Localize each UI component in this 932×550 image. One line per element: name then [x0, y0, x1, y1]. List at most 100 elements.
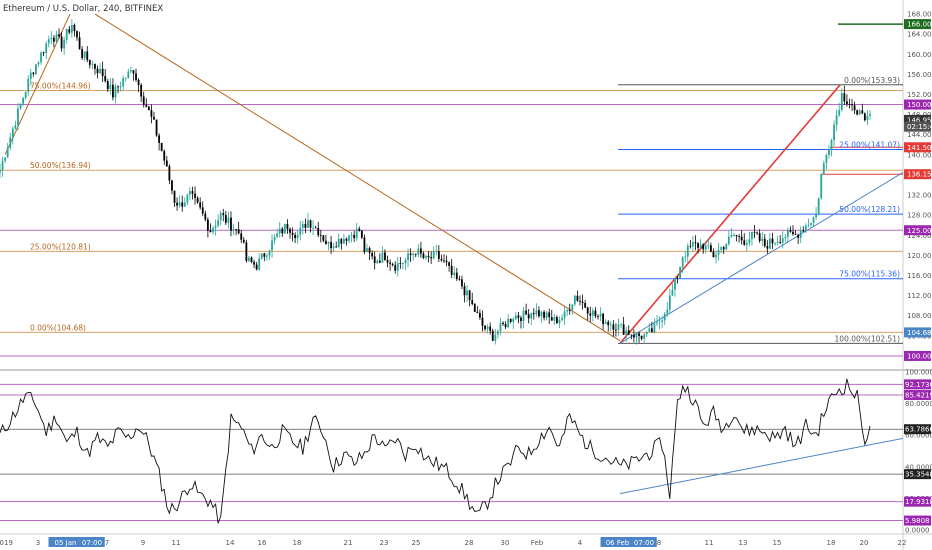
trend-line[interactable]: [94, 13, 621, 342]
candle-body: [692, 242, 694, 247]
fib-trend-line[interactable]: [619, 84, 841, 344]
candle-body: [232, 229, 235, 231]
candle-body: [853, 105, 856, 111]
candle-body: [840, 93, 843, 111]
candle-body: [6, 147, 9, 158]
candle-body: [227, 217, 230, 223]
candle-body: [399, 263, 402, 264]
candle-body: [430, 257, 433, 259]
candle-body: [833, 124, 835, 141]
time-label: 3: [36, 539, 40, 547]
price-tick-label: 112.00: [907, 292, 932, 300]
rsi-tick-label: 60.0000: [905, 432, 932, 440]
candle-body: [656, 322, 658, 324]
candle-body: [815, 214, 818, 218]
candle-body: [317, 227, 320, 236]
fib-retracement-left[interactable]: 75.00%(144.96) 50.00%(136.94) 25.00%(120.8…: [0, 81, 903, 333]
candle-body: [304, 223, 307, 228]
candle-body: [851, 104, 853, 106]
candle-body: [35, 64, 37, 75]
fib-retracement-right[interactable]: 0.00%(153.93) 25.00%(141.07) 50.00%(128.21…: [618, 76, 903, 344]
candle-body: [638, 333, 640, 336]
time-label: 11: [172, 539, 181, 547]
candle-body: [404, 259, 407, 264]
candle-body: [224, 215, 227, 223]
candle-body: [201, 207, 204, 214]
candle-body: [299, 227, 302, 235]
candle-body: [828, 149, 830, 155]
candle-body: [414, 253, 417, 255]
candle-body: [163, 151, 166, 161]
time-axis[interactable]: 2019305 Jan '1907:0079111416182123252830…: [0, 537, 906, 547]
candle-body: [378, 260, 381, 263]
candle-body: [686, 245, 689, 257]
price-axis[interactable]: 168.00164.00160.00156.00152.00148.00144.…: [907, 11, 932, 361]
candle-body: [440, 258, 443, 261]
candle-body: [114, 86, 117, 98]
candle-body: [76, 31, 78, 38]
candle-body: [135, 73, 137, 80]
candle-body: [427, 255, 430, 258]
candle-body: [37, 62, 40, 65]
candle-body: [250, 257, 253, 262]
fib-level-label: 0.00%(104.68): [30, 323, 86, 332]
candle-body: [191, 191, 194, 194]
rsi-pane[interactable]: [0, 372, 903, 532]
candle-body: [591, 310, 594, 316]
candle-body: [607, 321, 610, 326]
candle-body: [435, 251, 438, 252]
price-badge: [904, 99, 931, 110]
candle-body: [661, 320, 664, 322]
candle-body: [150, 110, 153, 117]
candle-body: [368, 248, 371, 253]
price-pane[interactable]: [0, 0, 903, 368]
time-label: 13: [739, 539, 748, 547]
candle-body: [725, 244, 728, 250]
candle-body: [214, 225, 217, 229]
time-label: 18: [293, 539, 302, 547]
candle-body: [117, 86, 119, 88]
candle-body: [774, 243, 776, 244]
candle-body: [797, 234, 800, 238]
candle-body: [335, 246, 338, 248]
candle-body: [589, 313, 592, 316]
rsi-badge-label: 85.4219: [905, 392, 932, 400]
price-tick-label: 120.00: [907, 252, 932, 260]
time-label: 22: [898, 539, 907, 547]
candle-body: [502, 322, 504, 325]
rsi-badge-label: 17.9318: [905, 498, 932, 506]
time-label: 7: [105, 539, 109, 547]
price-badge: [904, 142, 931, 153]
time-label: 05 Jan '19: [55, 539, 90, 547]
candle-body: [504, 324, 507, 328]
time-highlight: [600, 537, 648, 547]
candlestick-series: [0, 19, 871, 345]
candle-body: [640, 335, 643, 339]
horizontal-lines[interactable]: [0, 23, 903, 357]
candle-body: [96, 68, 99, 74]
time-label: 25: [412, 539, 421, 547]
candle-body: [253, 261, 255, 265]
price-tick-label: 160.00: [907, 51, 932, 59]
candle-body: [32, 72, 35, 75]
price-tick-label: 144.00: [907, 131, 932, 139]
candle-body: [291, 232, 294, 235]
candle-body: [699, 244, 702, 248]
candle-body: [371, 252, 374, 257]
rsi-trend-line[interactable]: [619, 437, 904, 495]
candle-body: [260, 253, 263, 259]
candle-body: [584, 303, 587, 308]
candle-body: [856, 110, 859, 115]
candle-body: [137, 79, 140, 85]
candle-body: [627, 330, 630, 335]
candle-body: [751, 231, 753, 240]
rsi-badge: [904, 390, 931, 401]
symbol-title: Ethereum / U.S. Dollar, 240, BITFINEX: [3, 4, 163, 14]
candle-body: [753, 231, 756, 233]
candle-body: [412, 253, 415, 256]
price-badge: [904, 114, 931, 125]
time-label: 20: [860, 539, 869, 547]
candle-body: [543, 311, 545, 318]
candle-body: [255, 264, 258, 270]
